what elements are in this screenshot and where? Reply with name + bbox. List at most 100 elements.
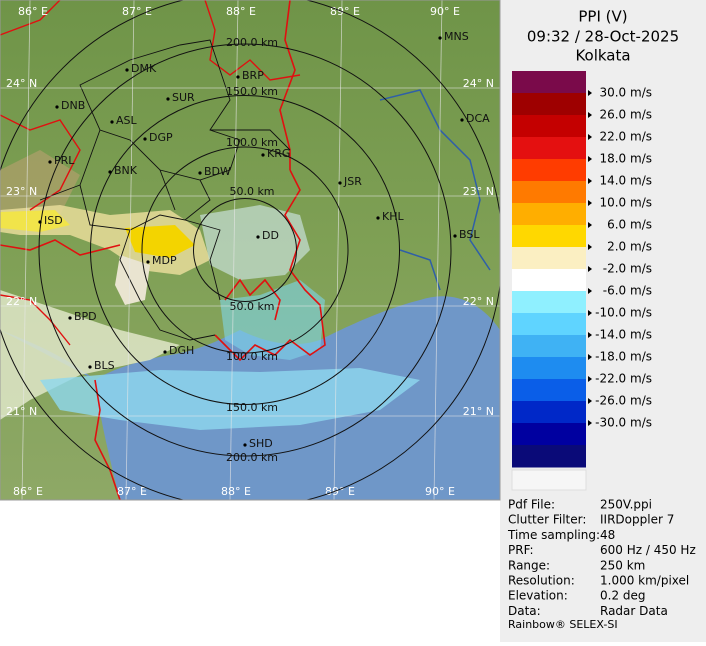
legend-tick [588,310,592,316]
echo [200,205,310,280]
legend-swatch [512,93,586,116]
city-dot [163,350,167,354]
info-value: 250 km [600,558,645,572]
city-dot [125,68,129,72]
legend-swatch [512,71,586,94]
legend-swatch [512,423,586,446]
legend-swatch [512,247,586,270]
lat-label: 22° N [463,295,494,308]
legend-tick [588,112,592,118]
info-label: PRF: [508,543,534,557]
info-value: 250V.ppi [600,498,652,512]
legend-tick [588,156,592,162]
city-dot [198,171,202,175]
city-dot [38,220,42,224]
city-dot [55,105,59,109]
range-label: 150.0 km [226,401,278,414]
city-label: KRG [267,147,290,160]
lat-label: 23° N [463,185,494,198]
legend-label: -26.0 m/s [595,394,652,408]
info-value: 0.2 deg [600,589,646,603]
info-label: Resolution: [508,574,575,588]
lon-label: 89° E [325,485,355,498]
lon-label: 86° E [13,485,43,498]
legend-tick [588,266,592,272]
city-dot [143,137,147,141]
legend-swatch [512,115,586,138]
range-ring [38,43,452,457]
legend-tick [588,178,592,184]
legend-label: -6.0 m/s [603,284,652,298]
legend-tick [588,376,592,382]
legend: 30.0 m/s 26.0 m/s 22.0 m/s 18.0 m/s 14.0 m/s… [511,71,652,491]
footer: Rainbow® SELEX-SI [508,618,618,631]
city-label: BDW [204,165,231,178]
lon-label: 88° E [221,485,251,498]
lon-line [333,0,343,500]
city-dot [68,316,72,320]
range-label: 200.0 km [226,451,278,464]
lat-label: 24° N [6,77,37,90]
legend-swatch [512,137,586,160]
city-label: MNS [444,30,469,43]
lon-line [125,0,135,500]
legend-swatch [512,159,586,182]
lon-line [21,0,31,500]
legend-tick [588,222,592,228]
city-label: DD [262,229,279,242]
city-dot [166,97,170,101]
lon-label: 90° E [430,5,460,18]
lon-label: 87° E [122,5,152,18]
legend-label: -30.0 m/s [595,416,652,430]
city-label: PRL [54,154,75,167]
city-dot [261,153,265,157]
city-dot [236,75,240,79]
info-value: Radar Data [600,604,668,618]
info-value: 1.000 km/pixel [600,574,689,588]
range-label: 150.0 km [226,85,278,98]
legend-nodata [511,469,587,491]
city-label: KHL [382,210,404,223]
border-line [0,0,326,500]
info-label: Data: [508,604,541,618]
info-value: IIRDoppler 7 [600,513,674,527]
legend-tick [588,354,592,360]
city-dot [453,234,457,238]
range-rings: 200.0 km 150.0 km 100.0 km 50.0 km 50.0 km 10… [0,0,500,500]
legend-tick [588,332,592,338]
city-label: ISD [44,214,63,227]
city-label: SUR [172,91,195,104]
legend-swatch [512,335,586,358]
info-value: 600 Hz / 450 Hz [600,543,696,557]
city-label: MDP [152,254,177,267]
cities: MNS DMK BRP DNB SUR DCA ASL DGP KRG PRL BNK BDW JSR K… [38,30,490,450]
title: PPI (V) [578,8,627,26]
legend-label: 2.0 m/s [607,240,652,254]
legend-swatch [512,379,586,402]
city-dot [88,365,92,369]
legend-tick [588,420,592,426]
legend-swatch [512,313,586,336]
info-value: 48 [600,528,615,542]
legend-tick [588,288,592,294]
lon-label: 87° E [117,485,147,498]
range-ring [90,95,400,405]
river [379,89,491,291]
legend-label: -2.0 m/s [603,262,652,276]
legend-swatch [512,291,586,314]
legend-tick [588,134,592,140]
range-ring [193,198,297,302]
info-label: Elevation: [508,589,568,603]
legend-label: -10.0 m/s [595,306,652,320]
city-label: BSL [459,228,480,241]
legend-label: 6.0 m/s [607,218,652,232]
city-label: ASL [116,114,138,127]
city-dot [110,120,114,124]
info-label: Range: [508,558,550,572]
city-dot [460,118,464,122]
district-line [39,39,291,341]
city-label: JSR [343,175,362,188]
city-dot [108,170,112,174]
